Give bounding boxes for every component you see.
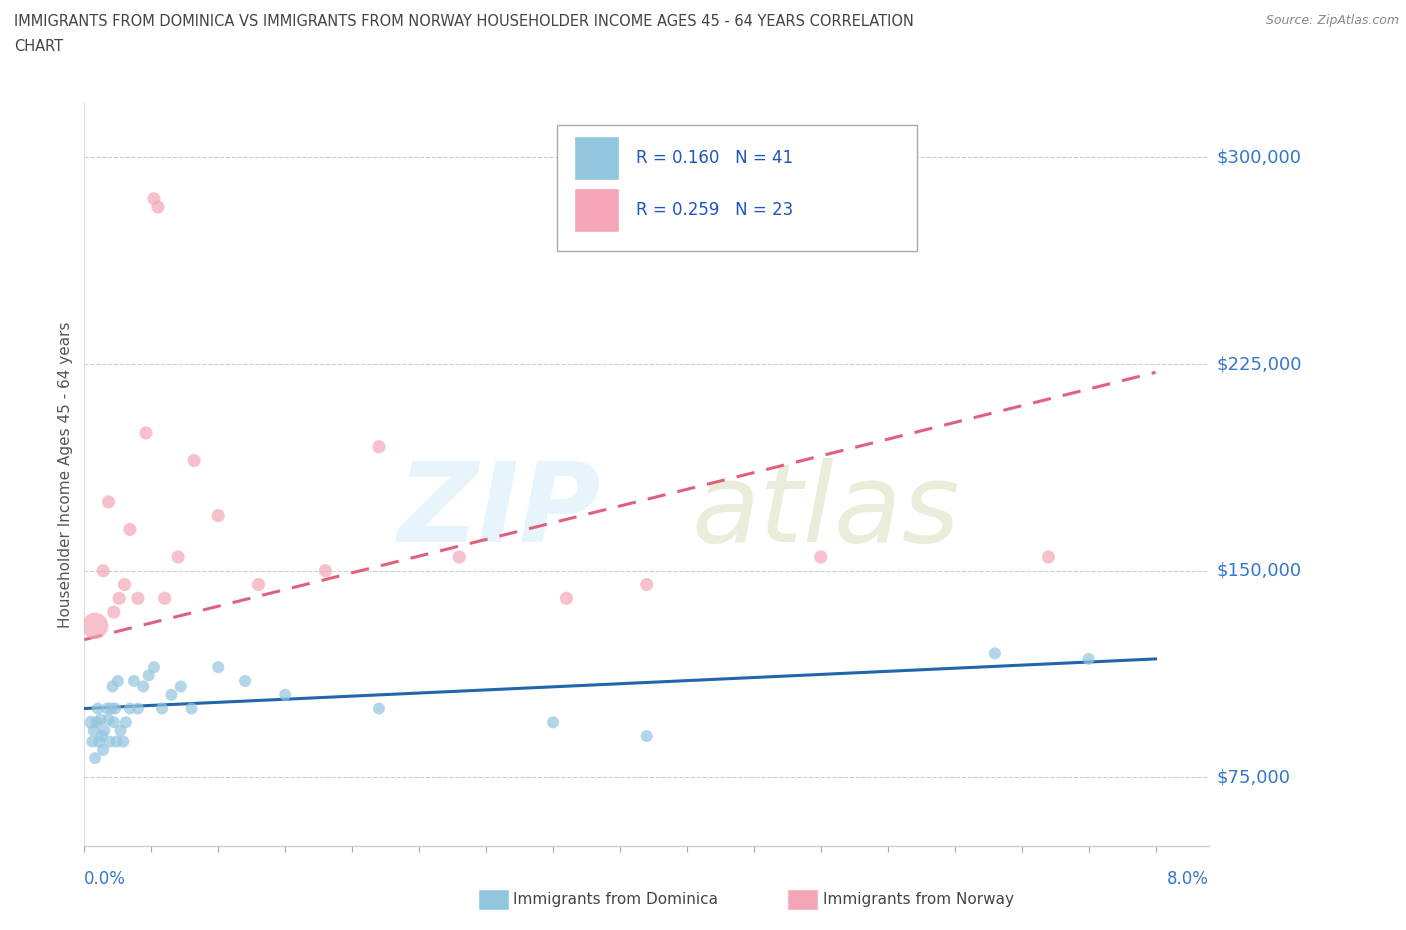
- Point: [84, 751, 107, 765]
- Point: [146, 200, 169, 215]
- Point: [118, 522, 141, 537]
- Point: [170, 679, 193, 694]
- Point: [100, 701, 122, 716]
- Text: Source: ZipAtlas.com: Source: ZipAtlas.com: [1265, 14, 1399, 27]
- Point: [103, 604, 125, 619]
- Point: [101, 679, 124, 694]
- Point: [97, 712, 120, 727]
- Point: [1077, 652, 1099, 667]
- Point: [96, 701, 118, 716]
- Point: [636, 728, 658, 743]
- Point: [153, 591, 176, 605]
- Point: [112, 734, 135, 749]
- Point: [93, 724, 115, 738]
- Text: $75,000: $75,000: [1216, 768, 1291, 787]
- Point: [122, 673, 145, 688]
- Point: [247, 578, 270, 592]
- Point: [135, 426, 157, 441]
- Point: [368, 439, 391, 454]
- Point: [118, 701, 141, 716]
- Point: [314, 564, 336, 578]
- Point: [80, 715, 103, 730]
- Point: [167, 550, 190, 565]
- Text: R = 0.259   N = 23: R = 0.259 N = 23: [636, 201, 793, 219]
- Point: [87, 701, 110, 716]
- Text: 0.0%: 0.0%: [84, 870, 127, 887]
- Point: [138, 668, 160, 683]
- Point: [103, 715, 125, 730]
- Text: Immigrants from Dominica: Immigrants from Dominica: [513, 892, 718, 907]
- Point: [207, 508, 229, 523]
- Point: [114, 578, 136, 592]
- Point: [90, 728, 112, 743]
- Bar: [574, 136, 619, 180]
- Point: [83, 724, 105, 738]
- Point: [180, 701, 202, 716]
- Point: [98, 734, 121, 749]
- Point: [555, 591, 578, 605]
- Text: 8.0%: 8.0%: [1167, 870, 1209, 887]
- Y-axis label: Householder Income Ages 45 - 64 years: Householder Income Ages 45 - 64 years: [58, 321, 73, 628]
- Point: [84, 618, 107, 633]
- Point: [207, 659, 229, 674]
- Point: [91, 742, 114, 757]
- Point: [132, 679, 155, 694]
- Point: [368, 701, 391, 716]
- Point: [183, 453, 205, 468]
- Point: [636, 578, 658, 592]
- Text: ZIP: ZIP: [398, 458, 602, 565]
- Point: [143, 192, 166, 206]
- Point: [1038, 550, 1060, 565]
- Point: [127, 701, 149, 716]
- Point: [449, 550, 471, 565]
- Point: [127, 591, 149, 605]
- Point: [110, 724, 132, 738]
- Point: [810, 550, 832, 565]
- Text: $225,000: $225,000: [1216, 355, 1302, 373]
- Text: atlas: atlas: [692, 458, 960, 565]
- Text: R = 0.160   N = 41: R = 0.160 N = 41: [636, 149, 793, 167]
- Text: $150,000: $150,000: [1216, 562, 1302, 579]
- Point: [86, 715, 108, 730]
- Point: [541, 715, 564, 730]
- Point: [108, 591, 131, 605]
- Text: CHART: CHART: [14, 39, 63, 54]
- FancyBboxPatch shape: [557, 125, 917, 251]
- Point: [82, 734, 104, 749]
- Point: [107, 673, 129, 688]
- Point: [87, 734, 110, 749]
- Point: [115, 715, 138, 730]
- Point: [143, 659, 166, 674]
- Text: IMMIGRANTS FROM DOMINICA VS IMMIGRANTS FROM NORWAY HOUSEHOLDER INCOME AGES 45 - : IMMIGRANTS FROM DOMINICA VS IMMIGRANTS F…: [14, 14, 914, 29]
- Point: [150, 701, 173, 716]
- Point: [89, 712, 111, 727]
- Text: $300,000: $300,000: [1216, 149, 1301, 166]
- Point: [984, 646, 1007, 661]
- Point: [274, 687, 297, 702]
- Point: [97, 495, 120, 510]
- Text: Immigrants from Norway: Immigrants from Norway: [823, 892, 1014, 907]
- Bar: [574, 188, 619, 232]
- Point: [104, 701, 127, 716]
- Point: [105, 734, 128, 749]
- Point: [160, 687, 183, 702]
- Point: [91, 564, 114, 578]
- Point: [233, 673, 256, 688]
